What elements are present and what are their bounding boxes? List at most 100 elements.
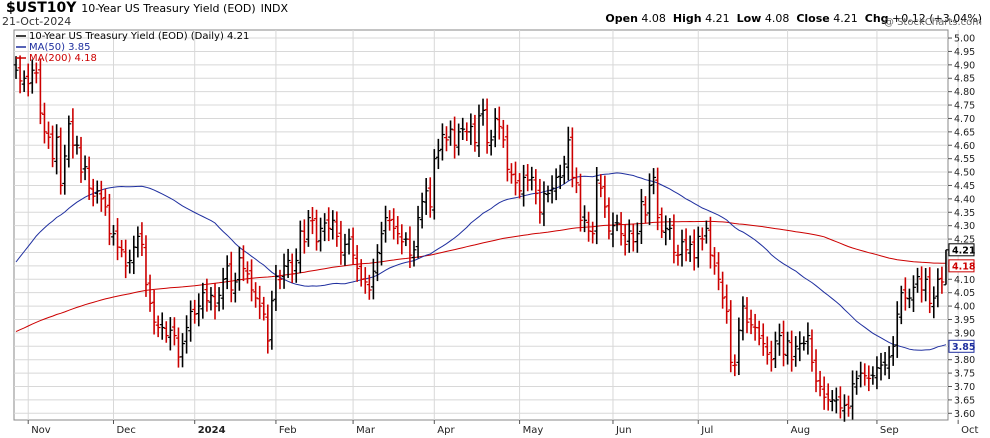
ohlc-bar [196, 293, 202, 327]
ohlc-bar [289, 253, 295, 283]
ohlc-bar [318, 217, 324, 252]
ohlc-bar [224, 255, 230, 290]
ohlc-bar [285, 248, 291, 278]
open-label: Open [605, 12, 638, 25]
ohlc-bar [74, 135, 80, 155]
ohlc-bar [261, 296, 267, 321]
y-tick-label: 3.90 [954, 328, 975, 339]
ohlc-bar [825, 383, 831, 411]
ohlc-readout: Open 4.08 High 4.21 Low 4.08 Close 4.21 … [605, 12, 982, 25]
ohlc-bar [643, 196, 648, 224]
ohlc-bar [602, 175, 608, 218]
y-tick-label: 4.75 [954, 101, 975, 112]
ohlc-bar [663, 215, 669, 246]
y-tick-label: 3.95 [954, 315, 975, 326]
y-tick-label: 3.60 [954, 409, 975, 420]
value-box [948, 339, 975, 353]
y-tick-label: 4.30 [954, 221, 975, 232]
ohlc-bar [687, 235, 693, 262]
y-axis: 3.60 3.65 3.70 3.75 3.80 3.85 3.90 3.95 4.00 4.05… [948, 34, 975, 420]
y-tick-label: 5.00 [954, 34, 975, 45]
ohlc-bar [866, 365, 872, 392]
ohlc-bar [322, 213, 328, 242]
ohlc-bar [62, 144, 68, 195]
ohlc-bar [764, 336, 770, 365]
ohlc-bar [541, 181, 547, 227]
ohlc-bar [874, 356, 880, 390]
ohlc-bar [517, 173, 523, 199]
ohlc-bar [862, 363, 868, 386]
ohlc-bar [245, 261, 250, 284]
x-tick-label: Aug [791, 425, 811, 436]
ohlc-bar [748, 309, 754, 335]
ohlc-bar [452, 116, 458, 159]
ohlc-bar [817, 370, 823, 397]
ohlc-bar [326, 207, 332, 242]
ohlc-bar [943, 249, 949, 286]
ohlc-bar [155, 315, 161, 338]
ohlc-bar [594, 167, 600, 245]
ohlc-bar [756, 320, 762, 346]
ohlc-bar [171, 317, 177, 346]
ohlc-bar [809, 329, 815, 372]
ohlc-bar [882, 351, 888, 376]
ohlc-bar [561, 155, 567, 185]
y-tick-label: 4.10 [954, 275, 975, 286]
ohlc-bar [728, 300, 734, 373]
ohlc-bar [484, 98, 490, 154]
ohlc-bar [66, 115, 72, 168]
ohlc-bar [119, 239, 125, 258]
ohlc-bar [529, 166, 535, 191]
ohlc-bar [391, 208, 397, 240]
ohlc-bar [573, 167, 579, 194]
ohlc-bar [703, 220, 709, 244]
chg-label: Chg [864, 12, 889, 25]
ohlc-bar [123, 239, 129, 279]
ohlc-bar [58, 127, 64, 195]
ohlc-bar [582, 205, 587, 233]
legend: 10-Year US Treasury Yield (EOD) (Daily) … [16, 31, 249, 64]
y-tick-label: 4.35 [954, 208, 975, 219]
y-tick-label: 4.25 [954, 235, 975, 246]
ohlc-bar [241, 245, 246, 282]
plot-area [13, 29, 949, 421]
ohlc-bar [423, 178, 429, 215]
x-tick-label: Sep [880, 425, 899, 436]
ohlc-bar [513, 161, 518, 196]
y-tick-label: 4.80 [954, 87, 975, 98]
ohlc-bar [927, 267, 933, 314]
close-value: 4.21 [833, 12, 858, 25]
x-axis: Nov Dec 2024 Feb Mar Apr May Jun Jul Aug Sep Oct [27, 420, 979, 436]
ohlc-bar [21, 70, 27, 92]
ohlc-bar [768, 340, 774, 372]
ohlc-bar [557, 164, 563, 190]
ohlc-bars [13, 55, 949, 422]
ohlc-bar [651, 168, 657, 195]
ohlc-bar [17, 55, 23, 94]
x-tick-label: May [523, 425, 544, 436]
last-ma50-label: 3.85 [948, 339, 975, 353]
ohlc-bar [407, 226, 413, 268]
ohlc-bar [82, 155, 88, 181]
ohlc-bar [305, 209, 311, 247]
ohlc-bar [496, 106, 502, 140]
ohlc-bar [533, 169, 539, 205]
open-value: 4.08 [641, 12, 666, 25]
ohlc-bar [102, 188, 108, 216]
ohlc-bar [614, 214, 620, 232]
ohlc-bar [411, 240, 417, 267]
ohlc-bar [143, 235, 149, 297]
symbol: $UST10Y [6, 0, 77, 16]
ohlc-bar [431, 149, 437, 220]
ohlc-bar [106, 193, 112, 246]
ohlc-bar [204, 278, 210, 312]
ohlc-bar [622, 224, 628, 256]
y-tick-label: 4.00 [954, 302, 975, 313]
ohlc-bar [777, 323, 782, 356]
x-tick-label: Feb [279, 425, 297, 436]
ohlc-bar [923, 268, 929, 302]
ohlc-bar [675, 244, 681, 266]
y-tick-label: 3.75 [954, 369, 975, 380]
ohlc-bar [301, 219, 307, 254]
